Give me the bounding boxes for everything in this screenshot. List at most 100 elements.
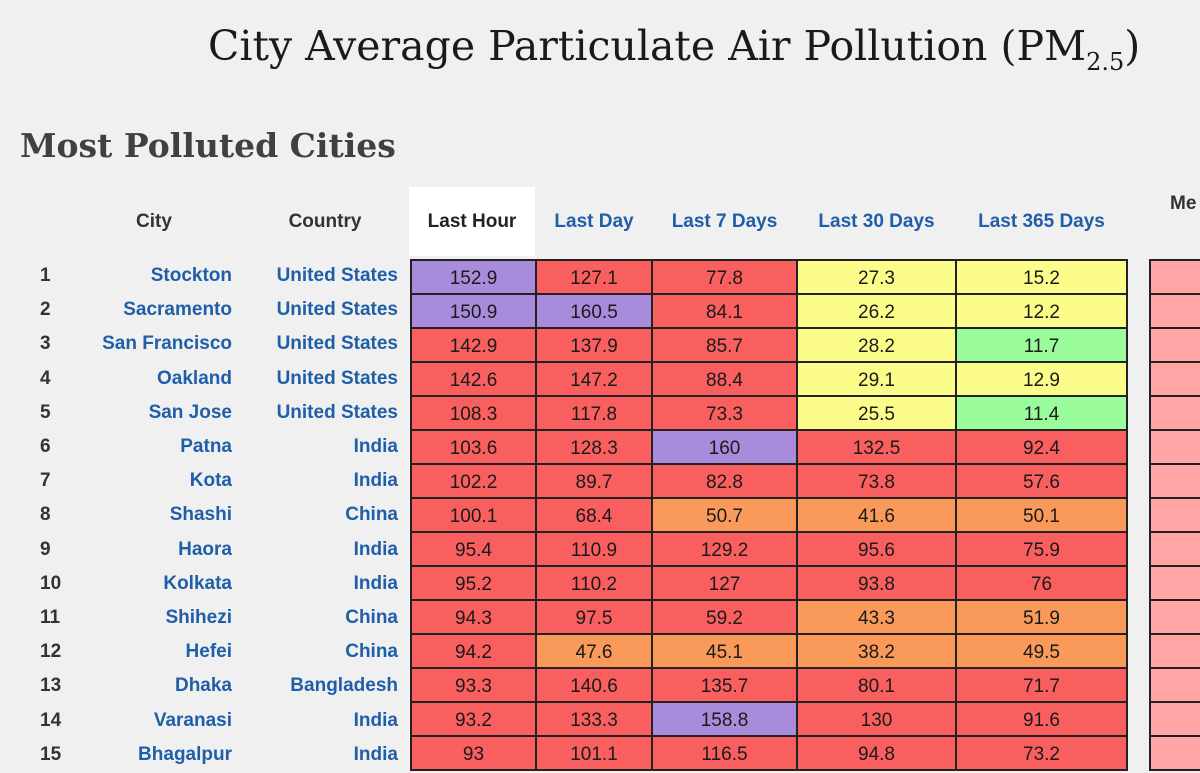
city-link[interactable]: Varanasi: [153, 709, 232, 731]
value-cell: 28.2: [798, 329, 957, 363]
country-link[interactable]: United States: [276, 401, 398, 423]
rank-number: 6: [40, 436, 51, 457]
value-cell: 26.2: [798, 295, 957, 329]
country-link[interactable]: India: [353, 709, 398, 731]
cutoff-cell: [1151, 703, 1200, 737]
city-link[interactable]: Hefei: [185, 641, 232, 663]
value-cell: 100.1: [412, 499, 537, 533]
tab-last-365-days[interactable]: Last 365 Days: [978, 210, 1105, 232]
value-cell: 152.9: [412, 261, 537, 295]
value-cell: 95.6: [798, 533, 957, 567]
cutoff-cell: [1151, 737, 1200, 771]
city-link[interactable]: Dhaka: [174, 675, 232, 697]
value-cell: 75.9: [957, 533, 1128, 567]
country-link[interactable]: China: [345, 641, 398, 663]
country-link[interactable]: United States: [276, 367, 398, 389]
country-link[interactable]: India: [353, 538, 398, 560]
value-cell: 137.9: [537, 329, 653, 363]
tab-last-day[interactable]: Last Day: [554, 210, 634, 232]
value-cell: 25.5: [798, 397, 957, 431]
value-cell: 84.1: [653, 295, 798, 329]
city-link[interactable]: Bhagalpur: [138, 743, 232, 765]
country-link[interactable]: United States: [276, 265, 398, 286]
rank-number: 3: [40, 333, 51, 355]
value-cell: 133.3: [537, 703, 653, 737]
city-link[interactable]: Kota: [189, 470, 232, 492]
rank-number: 13: [40, 675, 62, 697]
city-link[interactable]: Stockton: [150, 265, 232, 286]
city-link[interactable]: Shashi: [169, 504, 232, 526]
table-row: 6 Patna India: [0, 430, 410, 464]
value-cell: 94.2: [412, 635, 537, 669]
value-cell: 142.6: [412, 363, 537, 397]
column-header-cutoff: Me: [1170, 193, 1197, 214]
rank-number: 7: [40, 470, 51, 492]
value-cell: 82.8: [653, 465, 798, 499]
city-link[interactable]: Haora: [178, 538, 232, 560]
section-title: Most Polluted Cities: [20, 126, 396, 165]
cutoff-cell: [1151, 329, 1200, 363]
value-cell: 135.7: [653, 669, 798, 703]
value-cell: 116.5: [653, 737, 798, 771]
value-cell: 127: [653, 567, 798, 601]
value-cell: 38.2: [798, 635, 957, 669]
table-row: 13 Dhaka Bangladesh: [0, 669, 410, 703]
city-link[interactable]: Oakland: [157, 367, 232, 389]
cutoff-cell: [1151, 635, 1200, 669]
cutoff-cell: [1151, 465, 1200, 499]
city-link[interactable]: Sacramento: [123, 299, 232, 321]
rank-number: 9: [40, 538, 51, 560]
table-row: 4 Oakland United States: [0, 362, 410, 396]
rank-number: 12: [40, 641, 62, 663]
value-cell: 160.5: [537, 295, 653, 329]
value-cell: 127.1: [537, 261, 653, 295]
rank-number: 14: [40, 709, 62, 731]
country-link[interactable]: Bangladesh: [290, 675, 398, 697]
country-link[interactable]: India: [353, 743, 398, 765]
value-cell: 101.1: [537, 737, 653, 771]
table-row: 9 Haora India: [0, 533, 410, 567]
tab-last-7-days[interactable]: Last 7 Days: [671, 210, 778, 232]
rank-number: 10: [40, 572, 62, 594]
value-cell: 80.1: [798, 669, 957, 703]
value-cell: 93.8: [798, 567, 957, 601]
city-link[interactable]: Kolkata: [163, 572, 232, 594]
country-link[interactable]: China: [345, 504, 398, 526]
value-cell: 11.7: [957, 329, 1128, 363]
tab-last-hour[interactable]: Last Hour: [409, 187, 535, 256]
table-row: 10 Kolkata India: [0, 567, 410, 601]
city-link[interactable]: Shihezi: [165, 607, 232, 628]
value-cell: 51.9: [957, 601, 1128, 635]
table-row: 1 Stockton United States: [0, 259, 410, 293]
table-row: 15 Bhagalpur India: [0, 738, 410, 772]
value-cell: 160: [653, 431, 798, 465]
cutoff-cell: [1151, 533, 1200, 567]
tab-last-30-days[interactable]: Last 30 Days: [818, 210, 935, 232]
cutoff-cell: [1151, 295, 1200, 329]
value-cell: 47.6: [537, 635, 653, 669]
value-cell: 57.6: [957, 465, 1128, 499]
cutoff-cell: [1151, 261, 1200, 295]
country-link[interactable]: China: [345, 607, 398, 628]
value-cell: 49.5: [957, 635, 1128, 669]
value-cell: 89.7: [537, 465, 653, 499]
country-link[interactable]: United States: [276, 333, 398, 355]
country-link[interactable]: United States: [276, 299, 398, 321]
value-cell: 97.5: [537, 601, 653, 635]
city-link[interactable]: San Jose: [148, 401, 232, 423]
city-link[interactable]: San Francisco: [102, 333, 232, 355]
value-cell: 43.3: [798, 601, 957, 635]
table-row: 11 Shihezi China: [0, 601, 410, 635]
country-link[interactable]: India: [353, 572, 398, 594]
value-cell: 147.2: [537, 363, 653, 397]
value-cell: 77.8: [653, 261, 798, 295]
rank-number: 5: [40, 401, 51, 423]
country-link[interactable]: India: [353, 436, 398, 457]
table-row: 5 San Jose United States: [0, 396, 410, 430]
country-link[interactable]: India: [353, 470, 398, 492]
city-link[interactable]: Patna: [180, 436, 232, 457]
cutoff-cell: [1151, 499, 1200, 533]
table-row: 3 San Francisco United States: [0, 327, 410, 361]
value-cell: 12.9: [957, 363, 1128, 397]
value-cell: 158.8: [653, 703, 798, 737]
